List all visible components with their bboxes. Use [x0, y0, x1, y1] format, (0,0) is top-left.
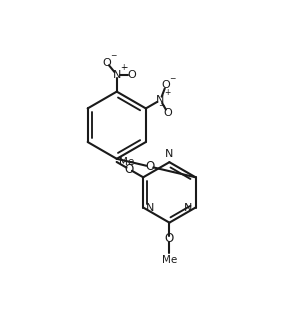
- Text: N: N: [184, 203, 192, 213]
- Text: +: +: [164, 88, 170, 97]
- Text: −: −: [110, 51, 116, 60]
- Text: O: O: [127, 70, 136, 80]
- Text: N: N: [113, 70, 121, 80]
- Text: O: O: [125, 163, 134, 176]
- Text: Me: Me: [119, 157, 134, 167]
- Text: −: −: [122, 64, 128, 73]
- Text: −: −: [158, 101, 164, 111]
- Text: O: O: [162, 80, 171, 90]
- Text: N: N: [156, 95, 165, 105]
- Text: −: −: [169, 74, 175, 83]
- Text: +: +: [120, 63, 127, 72]
- Text: O: O: [163, 108, 172, 117]
- Text: O: O: [165, 232, 174, 245]
- Text: N: N: [146, 203, 155, 213]
- Text: O: O: [145, 160, 155, 173]
- Text: Me: Me: [162, 255, 177, 265]
- Text: N: N: [165, 149, 174, 159]
- Text: O: O: [102, 57, 111, 68]
